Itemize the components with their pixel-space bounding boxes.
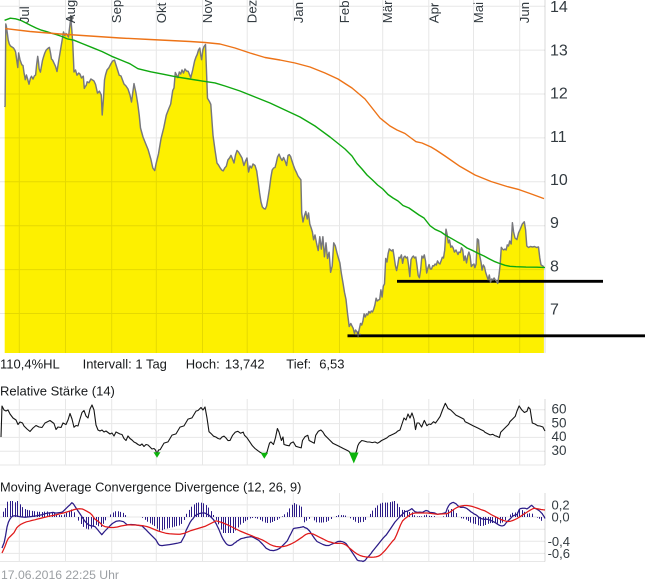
svg-text:Aug: Aug <box>63 0 78 23</box>
svg-text:Jun: Jun <box>517 2 532 23</box>
svg-text:-0,4: -0,4 <box>548 534 570 549</box>
svg-text:9: 9 <box>550 215 559 232</box>
svg-text:40: 40 <box>552 429 567 444</box>
svg-text:6,53: 6,53 <box>319 357 344 372</box>
svg-text:30: 30 <box>552 443 567 458</box>
svg-text:Nov: Nov <box>200 0 215 23</box>
svg-text:8: 8 <box>550 259 559 276</box>
svg-text:Moving Average Convergence Div: Moving Average Convergence Divergence (1… <box>0 480 301 495</box>
svg-text:Tief:: Tief: <box>286 357 311 372</box>
svg-text:Dez: Dez <box>245 0 260 23</box>
svg-text:Sep: Sep <box>109 0 124 23</box>
svg-text:-0,6: -0,6 <box>548 546 570 561</box>
svg-text:Relative Stärke (14): Relative Stärke (14) <box>0 384 115 399</box>
svg-text:Jan: Jan <box>291 2 306 23</box>
svg-text:0,2: 0,2 <box>552 498 570 513</box>
svg-text:10: 10 <box>550 172 568 189</box>
svg-text:13: 13 <box>550 42 568 59</box>
svg-text:50: 50 <box>552 415 567 430</box>
svg-text:Intervall: 1 Tag: Intervall: 1 Tag <box>83 357 167 372</box>
svg-text:Mär: Mär <box>380 0 395 23</box>
svg-text:Feb: Feb <box>337 0 352 23</box>
svg-text:110,4%HL: 110,4%HL <box>0 357 60 372</box>
svg-text:13,742: 13,742 <box>225 357 265 372</box>
svg-text:Mai: Mai <box>471 2 486 23</box>
svg-text:Okt: Okt <box>154 2 169 23</box>
svg-text:7: 7 <box>550 302 559 319</box>
svg-text:Apr: Apr <box>426 2 441 23</box>
svg-text:Hoch:: Hoch: <box>186 357 220 372</box>
svg-text:11: 11 <box>550 129 567 146</box>
svg-text:60: 60 <box>552 402 567 417</box>
svg-text:0,0: 0,0 <box>552 510 570 525</box>
svg-text:14: 14 <box>550 0 568 16</box>
svg-text:17.06.2016 22:25 Uhr: 17.06.2016 22:25 Uhr <box>1 568 119 582</box>
svg-text:Jul: Jul <box>17 6 32 23</box>
svg-text:12: 12 <box>550 86 568 103</box>
